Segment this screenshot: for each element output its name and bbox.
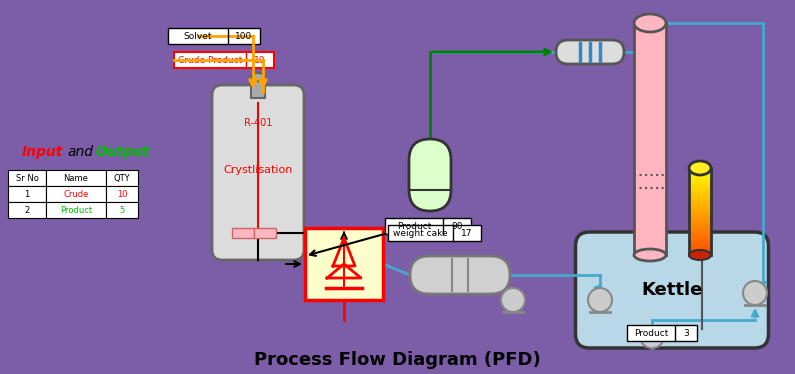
Bar — [385, 218, 471, 234]
Ellipse shape — [212, 142, 223, 156]
Ellipse shape — [212, 166, 223, 180]
Ellipse shape — [212, 214, 223, 228]
Bar — [46, 170, 106, 186]
Bar — [8, 170, 46, 186]
Ellipse shape — [689, 250, 711, 260]
Text: Sr No: Sr No — [16, 174, 38, 183]
Bar — [8, 186, 46, 202]
Ellipse shape — [212, 118, 223, 132]
FancyBboxPatch shape — [576, 232, 769, 348]
Bar — [627, 325, 697, 341]
Bar — [106, 170, 138, 186]
Text: 1: 1 — [25, 190, 29, 199]
Bar — [251, 77, 265, 98]
Bar — [689, 168, 711, 255]
Ellipse shape — [251, 73, 265, 81]
Text: QTY: QTY — [114, 174, 130, 183]
Ellipse shape — [293, 214, 304, 228]
Text: 5: 5 — [119, 205, 125, 215]
Text: Product: Product — [397, 221, 431, 230]
Bar — [232, 228, 254, 238]
Ellipse shape — [212, 190, 223, 204]
Circle shape — [588, 288, 612, 312]
Text: 100: 100 — [235, 31, 253, 40]
Text: Solvet: Solvet — [184, 31, 212, 40]
Circle shape — [743, 281, 767, 305]
Ellipse shape — [293, 190, 304, 204]
Bar — [106, 186, 138, 202]
Bar — [254, 228, 276, 238]
Text: R-401: R-401 — [244, 118, 272, 128]
Text: Crude: Crude — [64, 190, 89, 199]
Ellipse shape — [641, 330, 663, 348]
Bar — [106, 202, 138, 218]
Text: Output: Output — [95, 145, 149, 159]
Text: and: and — [67, 145, 93, 159]
Text: Process Flow Diagram (PFD): Process Flow Diagram (PFD) — [254, 351, 541, 369]
Text: Product: Product — [634, 328, 668, 337]
Text: Crystlisation: Crystlisation — [223, 165, 293, 175]
Bar — [46, 186, 106, 202]
Text: Crude Product: Crude Product — [178, 55, 242, 64]
Bar — [305, 228, 383, 300]
Ellipse shape — [293, 166, 304, 180]
Bar — [388, 225, 481, 241]
Bar — [168, 28, 260, 44]
Bar — [46, 202, 106, 218]
Text: 90: 90 — [452, 221, 463, 230]
Ellipse shape — [634, 249, 666, 261]
Ellipse shape — [293, 118, 304, 132]
Text: 10: 10 — [254, 55, 266, 64]
Bar — [634, 23, 666, 255]
Text: weight cake: weight cake — [394, 229, 448, 237]
FancyBboxPatch shape — [212, 85, 304, 260]
Bar — [8, 202, 46, 218]
Text: Input: Input — [22, 145, 64, 159]
Text: Kettle: Kettle — [642, 281, 703, 299]
Ellipse shape — [293, 142, 304, 156]
FancyBboxPatch shape — [409, 139, 451, 211]
FancyBboxPatch shape — [556, 40, 624, 64]
Ellipse shape — [689, 161, 711, 175]
FancyBboxPatch shape — [410, 256, 510, 294]
Text: 17: 17 — [461, 229, 473, 237]
Circle shape — [501, 288, 525, 312]
Text: 2: 2 — [25, 205, 29, 215]
Text: Name: Name — [64, 174, 88, 183]
Text: Product: Product — [60, 205, 92, 215]
Text: 3: 3 — [683, 328, 689, 337]
Bar — [174, 52, 274, 68]
Text: 10: 10 — [117, 190, 127, 199]
Ellipse shape — [634, 14, 666, 32]
